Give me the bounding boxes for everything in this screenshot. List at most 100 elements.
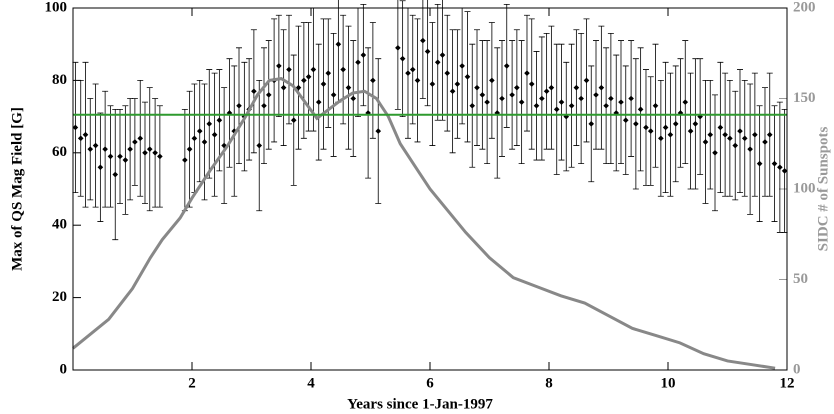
data-point — [405, 70, 411, 76]
x-tick-label: 2 — [188, 375, 196, 391]
data-point — [112, 171, 119, 178]
data-point — [211, 131, 218, 138]
y-axis-label: Max of QS Mag Field [G] — [9, 107, 25, 271]
x-tick-label: 6 — [426, 375, 434, 391]
data-point — [658, 135, 664, 142]
data-point — [539, 95, 545, 102]
data-point — [543, 88, 550, 95]
data-point — [434, 59, 441, 66]
data-point — [667, 131, 674, 138]
data-point — [82, 131, 89, 138]
data-point — [191, 135, 198, 142]
data-point — [514, 84, 520, 91]
data-point — [608, 95, 614, 102]
data-point — [628, 95, 634, 102]
data-point — [256, 142, 263, 149]
data-point — [499, 95, 505, 102]
data-point — [132, 139, 138, 145]
x-tick-label: 4 — [307, 375, 315, 391]
data-point — [762, 139, 768, 145]
data-point — [727, 135, 733, 142]
data-point — [459, 63, 465, 69]
data-point — [469, 102, 476, 109]
data-point — [276, 63, 282, 69]
data-point — [360, 52, 367, 58]
y2-tick-label: 50 — [793, 271, 808, 287]
y-tick-label: 20 — [52, 289, 67, 305]
data-point — [479, 92, 486, 98]
data-point — [420, 37, 426, 44]
y-tick-label: 40 — [52, 217, 67, 233]
data-point — [747, 146, 753, 152]
plot-frame — [72, 7, 788, 371]
y2-axis-label: SIDC # of Sunspots — [815, 127, 831, 252]
y-tick-label: 100 — [45, 0, 68, 15]
data-point — [503, 63, 510, 69]
data-point — [578, 95, 584, 102]
data-point — [662, 124, 669, 131]
data-point — [350, 95, 357, 102]
data-point — [737, 128, 743, 134]
data-point — [424, 48, 431, 55]
data-point — [568, 102, 575, 109]
data-point — [603, 102, 609, 109]
data-point — [226, 110, 233, 116]
data-point — [533, 102, 540, 109]
data-point — [558, 99, 565, 105]
data-point — [449, 88, 456, 95]
data-point — [741, 135, 748, 142]
data-point — [122, 157, 129, 163]
data-point — [280, 84, 287, 91]
data-point — [97, 164, 104, 171]
data-point — [102, 146, 108, 152]
data-point — [518, 99, 525, 105]
data-point — [613, 110, 620, 116]
data-point — [464, 73, 471, 80]
data-point — [583, 77, 590, 84]
data-point — [305, 73, 312, 80]
x-tick-label: 10 — [661, 375, 676, 391]
data-point — [672, 121, 679, 127]
data-point — [157, 153, 163, 160]
data-point — [117, 153, 123, 160]
data-point — [618, 99, 624, 105]
data-point — [524, 70, 530, 76]
y2-tick-label: 150 — [793, 90, 816, 106]
data-point — [375, 128, 382, 134]
data-point — [781, 168, 788, 174]
data-point — [196, 128, 203, 134]
error-bar — [439, 0, 446, 121]
data-point — [489, 77, 495, 84]
data-point — [756, 160, 763, 167]
data-point — [142, 150, 148, 156]
data-point — [310, 66, 317, 73]
data-point — [146, 146, 153, 152]
data-point — [206, 121, 213, 127]
data-point — [637, 106, 644, 113]
data-point — [593, 92, 599, 98]
data-point — [722, 131, 728, 138]
data-point — [340, 66, 346, 73]
data-point — [345, 84, 352, 91]
data-point — [509, 92, 515, 98]
data-point — [107, 153, 114, 160]
data-point — [766, 131, 773, 138]
data-point — [261, 102, 267, 109]
data-point — [182, 157, 188, 163]
data-point — [752, 131, 758, 138]
data-point — [77, 135, 84, 142]
y2-tick-label: 0 — [793, 361, 801, 377]
data-point — [528, 81, 535, 87]
data-point — [771, 160, 778, 167]
sunspot-line — [72, 77, 776, 370]
y-tick-label: 80 — [52, 72, 67, 88]
data-point — [548, 84, 555, 91]
data-point — [414, 77, 421, 84]
data-point — [286, 66, 292, 73]
data-point — [652, 102, 659, 109]
data-point — [399, 55, 406, 62]
x-tick-label: 12 — [780, 375, 795, 391]
y2-tick-label: 100 — [793, 180, 816, 196]
data-point — [92, 142, 99, 149]
